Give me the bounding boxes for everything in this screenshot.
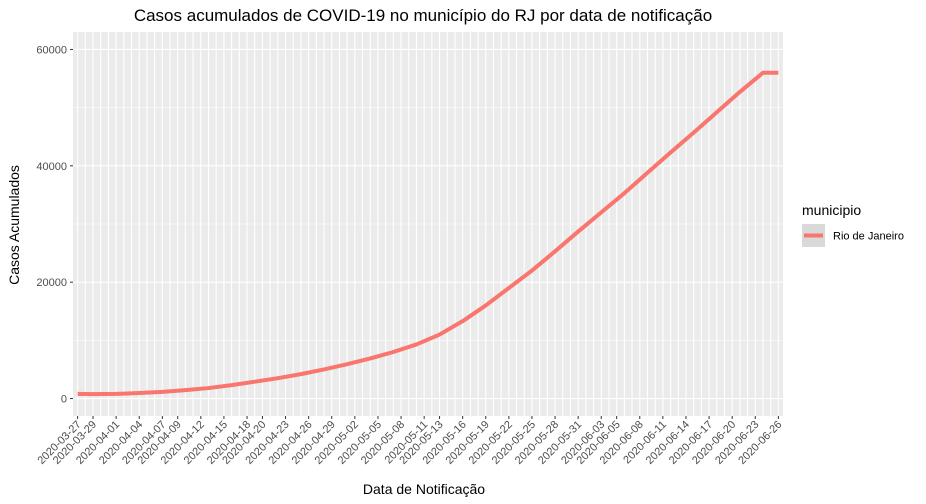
y-tick-label: 20000 xyxy=(36,277,67,289)
gridlines xyxy=(73,32,783,416)
y-axis-title: Casos Acumulados xyxy=(6,165,22,285)
y-axis: 0 20000 40000 60000 xyxy=(36,44,73,406)
chart-title: Casos acumulados de COVID-19 no municípi… xyxy=(134,6,712,25)
series-layer xyxy=(77,70,779,397)
legend-title: municipio xyxy=(802,202,861,218)
legend-label: Rio de Janeiro xyxy=(833,231,904,243)
y-tick-label: 60000 xyxy=(36,44,67,56)
series-line-rio-de-janeiro xyxy=(77,70,779,397)
legend: municipio Rio de Janeiro xyxy=(802,202,904,247)
y-tick-label: 0 xyxy=(61,394,67,406)
y-tick-label: 40000 xyxy=(36,161,67,173)
x-axis-title: Data de Notificação xyxy=(363,481,485,497)
